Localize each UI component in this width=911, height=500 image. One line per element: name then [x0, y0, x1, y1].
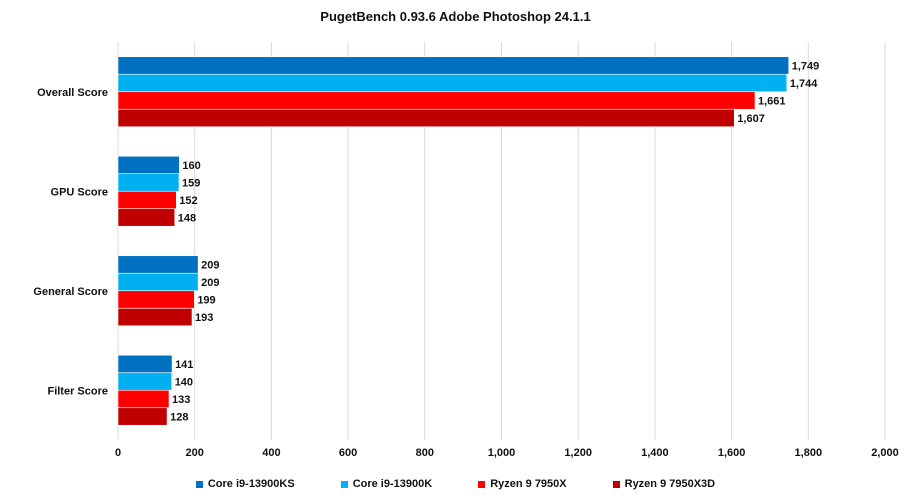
data-label: 159 [182, 178, 200, 190]
legend-label: Core i9-13900KS [208, 478, 295, 490]
data-label: 209 [201, 277, 219, 289]
bar [118, 191, 176, 209]
x-tick-label: 2,000 [871, 447, 899, 459]
legend: Core i9-13900KS Core i9-13900K Ryzen 9 795… [0, 478, 911, 490]
bar [118, 74, 787, 92]
legend-swatch [613, 481, 620, 488]
x-tick-label: 200 [186, 447, 204, 459]
bar [118, 256, 198, 274]
bar [118, 156, 179, 174]
legend-item: Ryzen 9 7950X [478, 478, 566, 490]
category-label: Filter Score [47, 385, 108, 397]
category-label: GPU Score [51, 186, 108, 198]
bar [118, 355, 172, 373]
legend-item: Core i9-13900K [341, 478, 433, 490]
category-label: Overall Score [37, 87, 108, 99]
legend-label: Core i9-13900K [353, 478, 433, 490]
data-label: 193 [195, 312, 213, 324]
bar [118, 308, 192, 326]
data-label: 1,744 [790, 78, 818, 90]
x-tick-label: 1,000 [488, 447, 516, 459]
x-tick-label: 1,800 [795, 447, 823, 459]
data-label: 209 [201, 260, 219, 272]
x-tick-label: 400 [262, 447, 280, 459]
bar [118, 57, 789, 75]
data-label: 141 [175, 359, 193, 371]
data-label: 152 [179, 195, 197, 207]
bar [118, 273, 198, 291]
legend-item: Core i9-13900KS [196, 478, 295, 490]
data-label: 128 [170, 412, 188, 424]
x-tick-label: 0 [115, 447, 121, 459]
data-label: 148 [178, 213, 196, 225]
x-tick-label: 1,600 [718, 447, 746, 459]
data-label: 160 [182, 160, 200, 172]
data-label: 199 [197, 295, 215, 307]
x-tick-label: 1,200 [564, 447, 592, 459]
x-tick-label: 600 [339, 447, 357, 459]
bar [118, 408, 167, 426]
x-tick-label: 800 [416, 447, 434, 459]
data-label: 1,749 [792, 61, 820, 73]
legend-label: Ryzen 9 7950X3D [625, 478, 716, 490]
bar [118, 390, 169, 408]
data-label: 140 [175, 377, 193, 389]
data-label: 133 [172, 394, 190, 406]
bar [118, 109, 734, 127]
bar [118, 373, 172, 391]
bar [118, 291, 194, 309]
category-label: General Score [33, 286, 108, 298]
bar [118, 174, 179, 192]
data-label: 1,661 [758, 96, 786, 108]
legend-swatch [196, 481, 203, 488]
x-tick-label: 1,400 [641, 447, 669, 459]
legend-swatch [478, 481, 485, 488]
bar [118, 92, 755, 110]
legend-swatch [341, 481, 348, 488]
bar [118, 209, 175, 227]
legend-item: Ryzen 9 7950X3D [613, 478, 716, 490]
data-label: 1,607 [737, 113, 765, 125]
legend-label: Ryzen 9 7950X [490, 478, 566, 490]
